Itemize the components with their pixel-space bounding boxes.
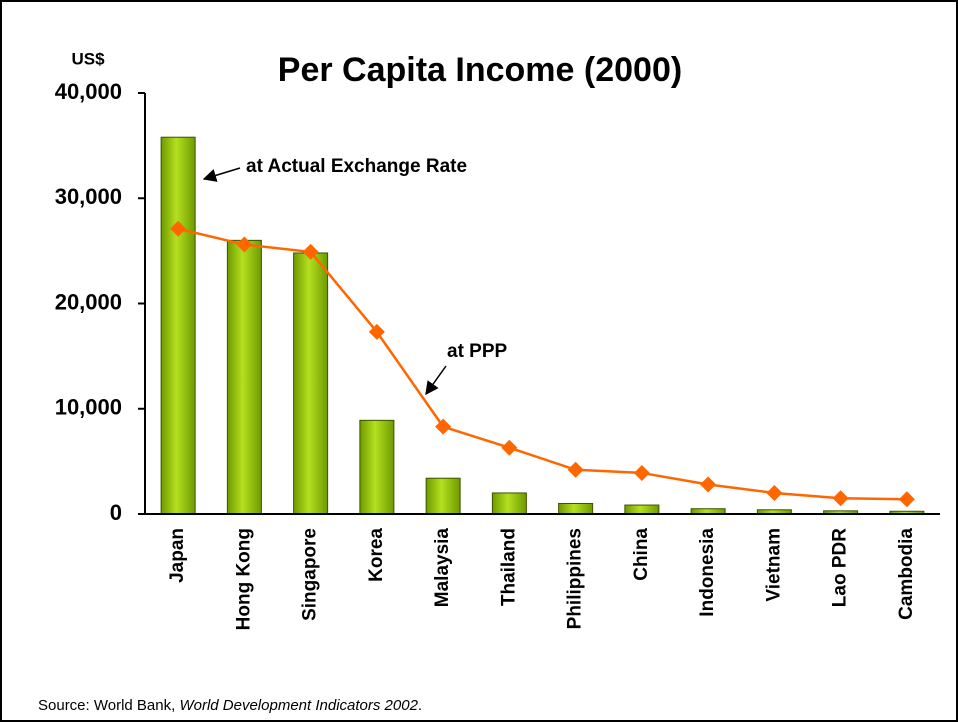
point xyxy=(832,490,849,507)
x-tick-label: Hong Kong xyxy=(233,528,254,630)
arrow xyxy=(425,365,447,396)
point xyxy=(766,484,783,501)
x-tick-label: Philippines xyxy=(565,528,586,629)
chart-title: Per Capita Income (2000) xyxy=(278,51,682,89)
point xyxy=(567,461,584,478)
y-tick-label: 0 xyxy=(110,500,122,525)
x-tick-label: Cambodia xyxy=(896,528,917,620)
plot-area: 0 10,000 20,000 30,000 40,000 Japan Hong Kong S… xyxy=(55,79,940,630)
x-tick-label: Korea xyxy=(366,528,387,582)
point xyxy=(700,476,717,493)
bar xyxy=(558,502,594,515)
x-tick-label: Vietnam xyxy=(763,528,784,602)
x-tick-label: Thailand xyxy=(498,528,519,606)
annotation: at PPP xyxy=(447,341,508,362)
annotation: at Actual Exchange Rate xyxy=(246,156,467,177)
x-tick-label: Lao PDR xyxy=(830,528,851,607)
source-title: World Development Indicators 2002 xyxy=(179,697,418,714)
bar xyxy=(160,136,196,515)
point xyxy=(236,236,253,253)
bar xyxy=(425,477,461,515)
x-tick-label: Singapore xyxy=(300,528,321,621)
x-tick-label: Malaysia xyxy=(432,528,453,608)
bar xyxy=(293,252,329,515)
y-tick-label: 40,000 xyxy=(55,79,122,104)
bar xyxy=(491,492,527,515)
bar xyxy=(226,239,262,515)
point xyxy=(898,491,915,508)
point xyxy=(368,323,385,340)
y-axis-label: US$ xyxy=(71,49,105,68)
y-tick-label: 10,000 xyxy=(55,395,122,420)
line xyxy=(177,227,907,501)
x-tick-label: Indonesia xyxy=(697,528,718,617)
point xyxy=(170,220,187,237)
source-note: Source: World Bank, World Development In… xyxy=(38,697,422,714)
source-suffix: . xyxy=(418,697,422,714)
point xyxy=(501,439,518,456)
point xyxy=(633,464,650,481)
bar xyxy=(624,504,660,515)
x-tick-label: China xyxy=(631,528,652,581)
y-tick-label: 30,000 xyxy=(55,184,122,209)
x-tick-label: Japan xyxy=(167,528,188,583)
arrow xyxy=(202,167,241,182)
point xyxy=(302,243,319,260)
point xyxy=(435,418,452,435)
y-tick-label: 20,000 xyxy=(55,289,122,314)
bar xyxy=(359,419,395,515)
source-prefix: Source: World Bank, xyxy=(38,697,179,714)
